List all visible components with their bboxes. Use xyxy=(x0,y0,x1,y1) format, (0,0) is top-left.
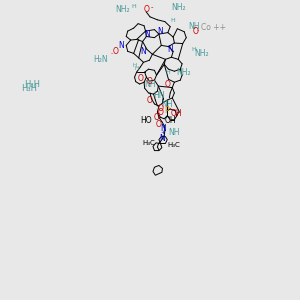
Text: -: - xyxy=(110,51,112,56)
Text: O: O xyxy=(144,5,150,14)
Text: H₃C: H₃C xyxy=(167,142,180,148)
Text: P: P xyxy=(164,106,169,115)
Text: H₃H: H₃H xyxy=(25,80,40,88)
Text: O: O xyxy=(113,47,119,56)
Text: +: + xyxy=(160,130,165,135)
Text: HN: HN xyxy=(154,92,165,100)
Text: HO: HO xyxy=(140,116,152,125)
Text: O: O xyxy=(147,76,153,85)
Text: O: O xyxy=(192,27,198,36)
Text: O: O xyxy=(158,104,163,113)
Text: H: H xyxy=(135,66,139,71)
Text: O: O xyxy=(147,96,153,105)
Text: H₃H: H₃H xyxy=(22,84,38,93)
Text: N: N xyxy=(141,47,146,56)
Text: OH: OH xyxy=(170,109,182,118)
Text: O: O xyxy=(164,80,170,88)
Text: H: H xyxy=(166,70,170,75)
Text: O: O xyxy=(158,108,163,117)
Text: -: - xyxy=(197,28,199,33)
Text: N: N xyxy=(144,30,150,39)
Text: N: N xyxy=(158,27,163,36)
Text: Co ++: Co ++ xyxy=(201,23,226,32)
Text: NH: NH xyxy=(161,100,173,109)
Text: H₂N: H₂N xyxy=(93,55,108,64)
Text: H: H xyxy=(192,47,197,52)
Text: NH₂: NH₂ xyxy=(171,3,185,12)
Text: NH: NH xyxy=(188,22,200,31)
Text: NH₂: NH₂ xyxy=(115,5,130,14)
Text: N: N xyxy=(118,41,124,50)
Text: O: O xyxy=(154,113,160,122)
Text: NH₂: NH₂ xyxy=(177,68,191,76)
Text: H: H xyxy=(132,63,136,68)
Text: N: N xyxy=(159,134,165,143)
Text: NH: NH xyxy=(168,128,180,137)
Text: H₃C: H₃C xyxy=(142,140,155,146)
Text: O: O xyxy=(155,120,161,129)
Text: NH₂: NH₂ xyxy=(194,49,208,58)
Text: H: H xyxy=(170,18,175,23)
Text: O: O xyxy=(138,74,143,83)
Text: OH: OH xyxy=(164,116,176,125)
Text: N: N xyxy=(160,124,166,133)
Text: N: N xyxy=(167,45,173,54)
Text: NH: NH xyxy=(144,80,156,88)
Text: -: - xyxy=(150,4,153,10)
Text: H: H xyxy=(131,4,136,9)
